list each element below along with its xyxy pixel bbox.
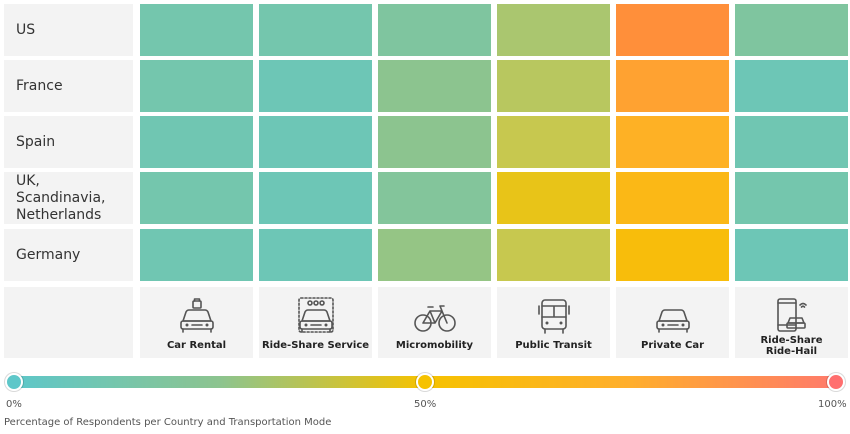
scale-knob <box>416 373 434 391</box>
column-header: Public Transit <box>497 287 610 358</box>
row-label: France <box>4 60 133 112</box>
scale-tick-label: 50% <box>414 399 437 410</box>
heatmap-cell <box>140 116 253 168</box>
row-label: US <box>4 4 133 56</box>
scale-knob <box>827 373 845 391</box>
heatmap-cell <box>378 172 491 224</box>
column-label: Ride-Share Ride-Hail <box>760 335 823 357</box>
column-label: Private Car <box>640 340 705 351</box>
ride-share-service-icon <box>297 297 334 333</box>
heatmap-cell <box>259 229 372 281</box>
heatmap-cell <box>378 60 491 112</box>
heatmap-cell <box>497 116 610 168</box>
heatmap-cell <box>140 229 253 281</box>
heatmap-cell <box>378 4 491 56</box>
heatmap-cell <box>735 229 848 281</box>
heatmap-cell <box>735 172 848 224</box>
column-header: Micromobility <box>378 287 491 358</box>
heatmap-cell <box>378 116 491 168</box>
micromobility-icon <box>413 305 456 332</box>
heatmap-cell <box>140 60 253 112</box>
heatmap-cell <box>259 172 372 224</box>
scale-tick-label: 0% <box>6 399 22 410</box>
heatmap-cell <box>735 4 848 56</box>
private-car-icon <box>655 309 690 333</box>
column-header: Ride-Share Service <box>259 287 372 358</box>
column-label: Ride-Share Service <box>261 340 370 351</box>
column-label: Car Rental <box>166 340 227 351</box>
column-label: Public Transit <box>515 340 592 351</box>
heatmap-cell <box>259 60 372 112</box>
corner-cell <box>4 287 133 358</box>
heatmap-cell <box>616 60 729 112</box>
heatmap-cell <box>497 172 610 224</box>
scale-knob <box>5 373 23 391</box>
chart-caption: Percentage of Respondents per Country an… <box>4 417 332 428</box>
row-label: Spain <box>4 116 133 168</box>
heatmap-cell <box>497 229 610 281</box>
heatmap-cell <box>616 116 729 168</box>
heatmap-cell <box>735 60 848 112</box>
heatmap-cell <box>378 229 491 281</box>
ride-hail-icon <box>776 298 807 332</box>
heatmap-cell <box>616 172 729 224</box>
heatmap-cell <box>140 4 253 56</box>
column-header: Ride-Share Ride-Hail <box>735 287 848 358</box>
heatmap-cell <box>616 229 729 281</box>
row-label: Germany <box>4 229 133 281</box>
column-label: Micromobility <box>395 340 474 351</box>
public-transit-icon <box>537 299 570 334</box>
column-header: Car Rental <box>140 287 253 358</box>
heatmap-cell <box>616 4 729 56</box>
car-rental-icon <box>179 298 214 333</box>
heatmap-cell <box>497 60 610 112</box>
heatmap-cell <box>259 116 372 168</box>
heatmap-cell <box>259 4 372 56</box>
heatmap-cell <box>497 4 610 56</box>
row-label: UK, Scandinavia, Netherlands <box>4 172 133 224</box>
column-header: Private Car <box>616 287 729 358</box>
heatmap-cell <box>735 116 848 168</box>
heatmap-cell <box>140 172 253 224</box>
scale-tick-label: 100% <box>818 399 847 410</box>
